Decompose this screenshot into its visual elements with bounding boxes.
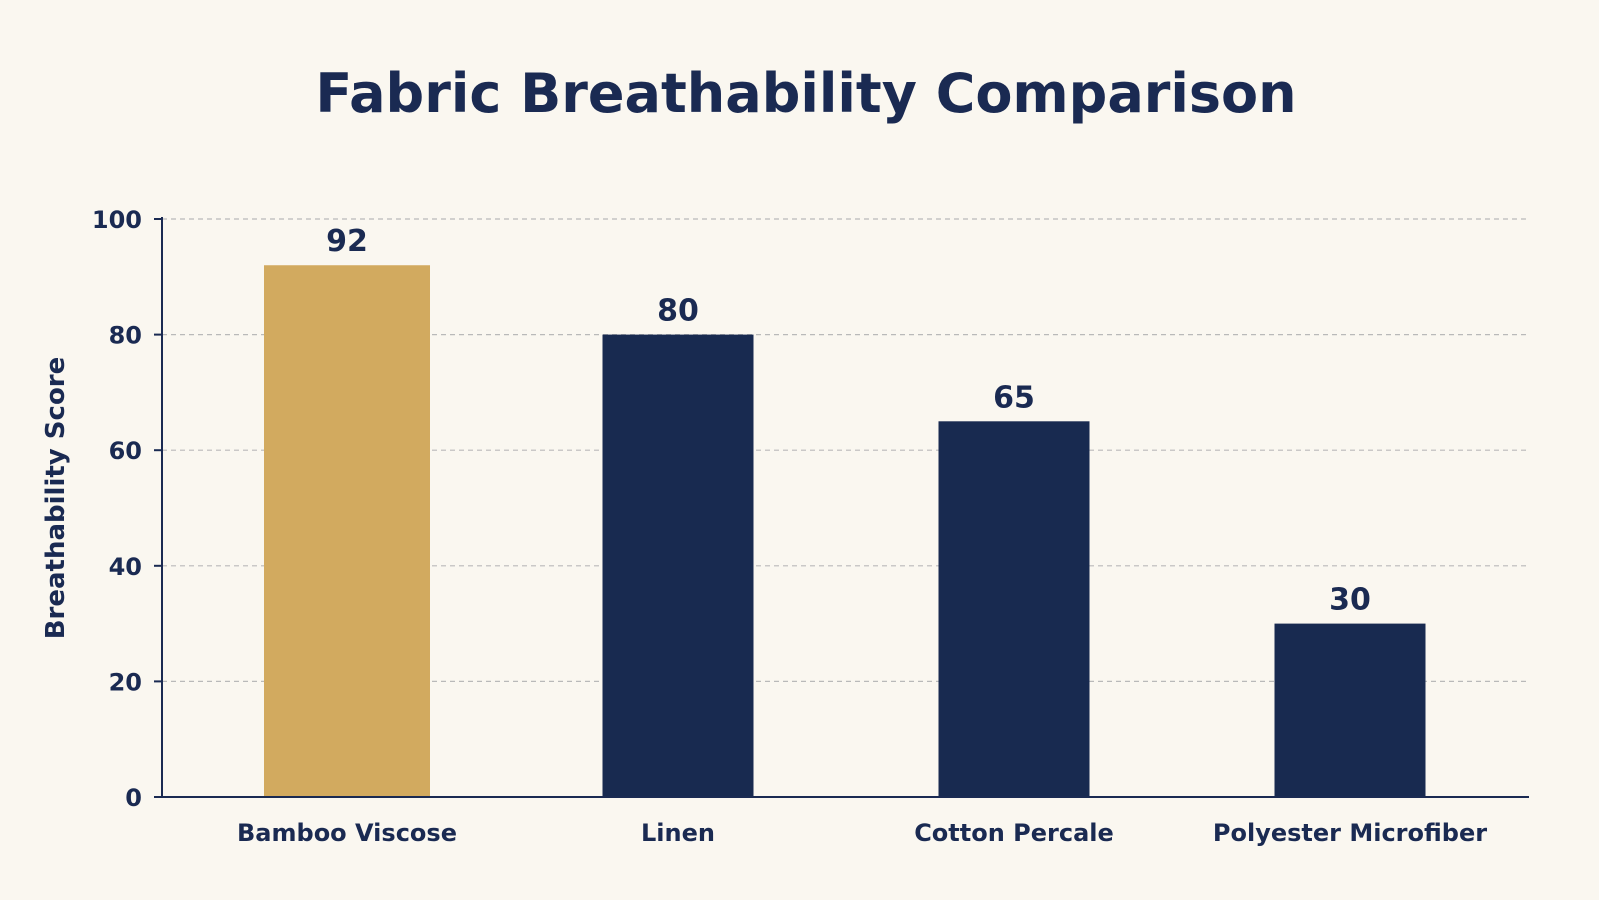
- x-tick-label: Polyester Microfiber: [1213, 819, 1487, 847]
- value-labels: 92 80 65 30: [326, 224, 1371, 617]
- bar-value-label: 92: [326, 224, 368, 259]
- x-tick-label: Cotton Percale: [914, 819, 1114, 847]
- bar: [938, 421, 1090, 797]
- bar: [264, 265, 430, 797]
- y-tick-label: 0: [125, 784, 142, 812]
- bar: [602, 334, 754, 797]
- x-tick-label: Bamboo Viscose: [237, 819, 457, 847]
- bar-value-label: 80: [657, 294, 699, 329]
- y-tick-label: 40: [109, 553, 142, 581]
- x-axis-ticks: Bamboo Viscose Linen Cotton Percale Polyest…: [237, 819, 1487, 847]
- y-tick-label: 20: [109, 668, 142, 696]
- x-tick-label: Linen: [641, 819, 715, 847]
- bars: [264, 265, 1426, 797]
- y-tick-label: 80: [109, 322, 142, 350]
- y-axis-label: Breathability Score: [41, 357, 71, 640]
- y-tick-label: 100: [92, 206, 142, 234]
- bar: [1274, 623, 1426, 797]
- y-tick-label: 60: [109, 437, 142, 465]
- axes: [161, 217, 1529, 798]
- y-axis-ticks: 0 20 40 60 80 100: [92, 206, 162, 812]
- chart-title: Fabric Breathability Comparison: [315, 62, 1296, 125]
- bar-value-label: 65: [993, 380, 1035, 415]
- bar-value-label: 30: [1329, 583, 1371, 618]
